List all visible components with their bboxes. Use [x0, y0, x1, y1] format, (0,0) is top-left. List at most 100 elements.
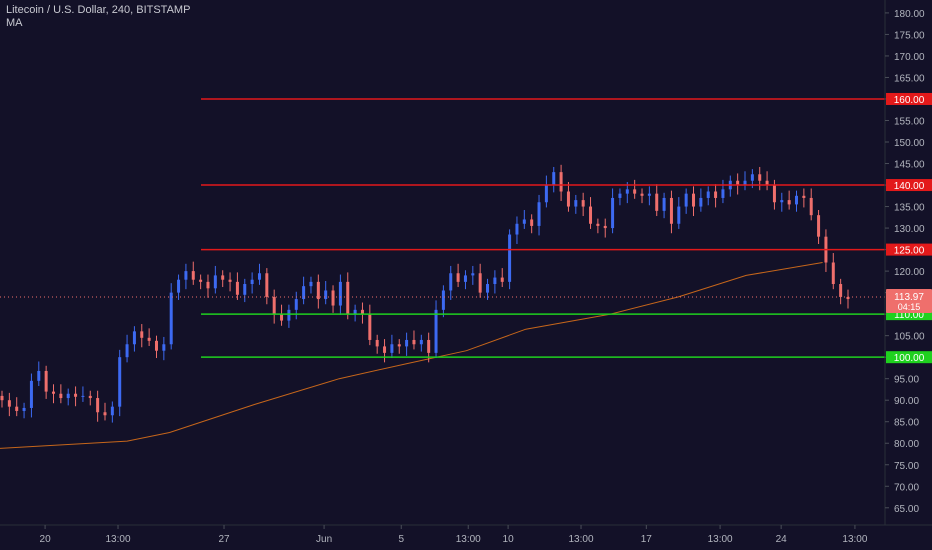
candle — [795, 190, 799, 212]
candle — [213, 265, 217, 294]
candle-body — [397, 344, 401, 347]
candle-body — [809, 197, 813, 216]
last-price-label: 113.97 — [894, 292, 924, 303]
candle-body — [74, 393, 78, 397]
candle-body — [677, 206, 681, 224]
candle-body — [265, 273, 269, 297]
candle-body — [51, 391, 55, 394]
candle-body — [140, 331, 144, 338]
candle — [706, 186, 710, 206]
candle — [390, 334, 394, 359]
candle-body — [508, 234, 512, 282]
horizontal-levels-layer[interactable] — [0, 98, 885, 358]
candle-body — [802, 195, 806, 198]
candle — [280, 304, 284, 326]
candle — [235, 272, 239, 300]
level-label-bg — [886, 243, 932, 256]
candle-body — [294, 299, 298, 310]
candle — [44, 365, 48, 399]
candle-body — [603, 225, 607, 229]
candle — [515, 216, 519, 244]
candle — [449, 265, 453, 300]
candle-body — [655, 193, 659, 211]
candle-body — [750, 174, 754, 181]
candle — [140, 324, 144, 348]
candle — [383, 339, 387, 363]
price-tick-label: 175.00 — [894, 30, 925, 41]
last-price-badge — [886, 289, 932, 314]
candle — [493, 270, 497, 294]
candle — [353, 304, 357, 322]
candle — [662, 192, 666, 219]
candle-body — [706, 191, 710, 198]
candle — [316, 274, 320, 309]
candle-body — [581, 200, 585, 207]
time-axis[interactable]: 20 13:00 27 Jun 5 13:00 10 13:00 17 13:00 24 13:00 — [0, 524, 932, 545]
candle — [552, 166, 556, 193]
candle-body — [434, 309, 438, 353]
candle-body — [154, 340, 158, 351]
price-axis-labels: 160.00 140.00 125.00 110.00 100.00 113.9704:1… — [886, 92, 932, 364]
time-tick-label: 13:00 — [708, 534, 733, 545]
candle — [500, 268, 504, 288]
candle — [250, 272, 254, 294]
candle — [302, 276, 306, 305]
time-tick-label: 20 — [40, 534, 52, 545]
candle — [162, 336, 166, 361]
symbol-title[interactable]: Litecoin / U.S. Dollar, 240, BITSTAMP — [6, 4, 191, 16]
candle — [346, 272, 350, 320]
candle-body — [125, 344, 129, 358]
candle — [692, 186, 696, 217]
candle-body — [346, 281, 350, 315]
candle-body — [456, 273, 460, 282]
indicator-label[interactable]: MA — [6, 17, 23, 29]
candle — [647, 186, 651, 206]
price-tick-label: 70.00 — [894, 482, 919, 493]
candle — [677, 197, 681, 229]
candle — [699, 188, 703, 212]
candle-body — [486, 284, 490, 293]
candle — [88, 390, 92, 406]
candle — [831, 253, 835, 290]
level-label: 140.00 — [894, 181, 925, 192]
candle — [177, 274, 181, 300]
candle — [640, 188, 644, 204]
candle — [7, 392, 11, 417]
candle-body — [493, 277, 497, 285]
candle-body — [59, 393, 63, 399]
candle — [59, 384, 63, 404]
level-label-bg — [886, 179, 932, 192]
candle — [486, 278, 490, 300]
candle — [309, 276, 313, 294]
candle — [118, 349, 122, 417]
candle-body — [427, 339, 431, 353]
candle — [0, 390, 4, 408]
candle — [154, 335, 158, 359]
candle — [544, 175, 548, 208]
time-tick-label: 13:00 — [106, 534, 131, 545]
candle — [765, 171, 769, 191]
candle — [780, 192, 784, 212]
candle-body — [184, 271, 188, 280]
candle — [589, 197, 593, 229]
candle — [147, 328, 151, 346]
candle-body — [522, 219, 526, 224]
candle-body — [566, 191, 570, 207]
candle — [787, 190, 791, 210]
candle-body — [633, 189, 637, 194]
candle — [758, 166, 762, 191]
price-tick-label: 120.00 — [894, 267, 925, 278]
candle-body — [441, 290, 445, 310]
candle-body — [324, 290, 328, 300]
candle-body — [103, 412, 107, 416]
candle — [721, 179, 725, 204]
candle — [228, 272, 232, 292]
candle — [184, 263, 188, 290]
chart-legend: Litecoin / U.S. Dollar, 240, BITSTAMP MA — [6, 4, 190, 30]
candle-body — [574, 200, 578, 207]
candle-body — [383, 346, 387, 353]
candle-body — [243, 284, 247, 295]
candle-body — [272, 296, 276, 315]
candle-body — [647, 193, 651, 196]
